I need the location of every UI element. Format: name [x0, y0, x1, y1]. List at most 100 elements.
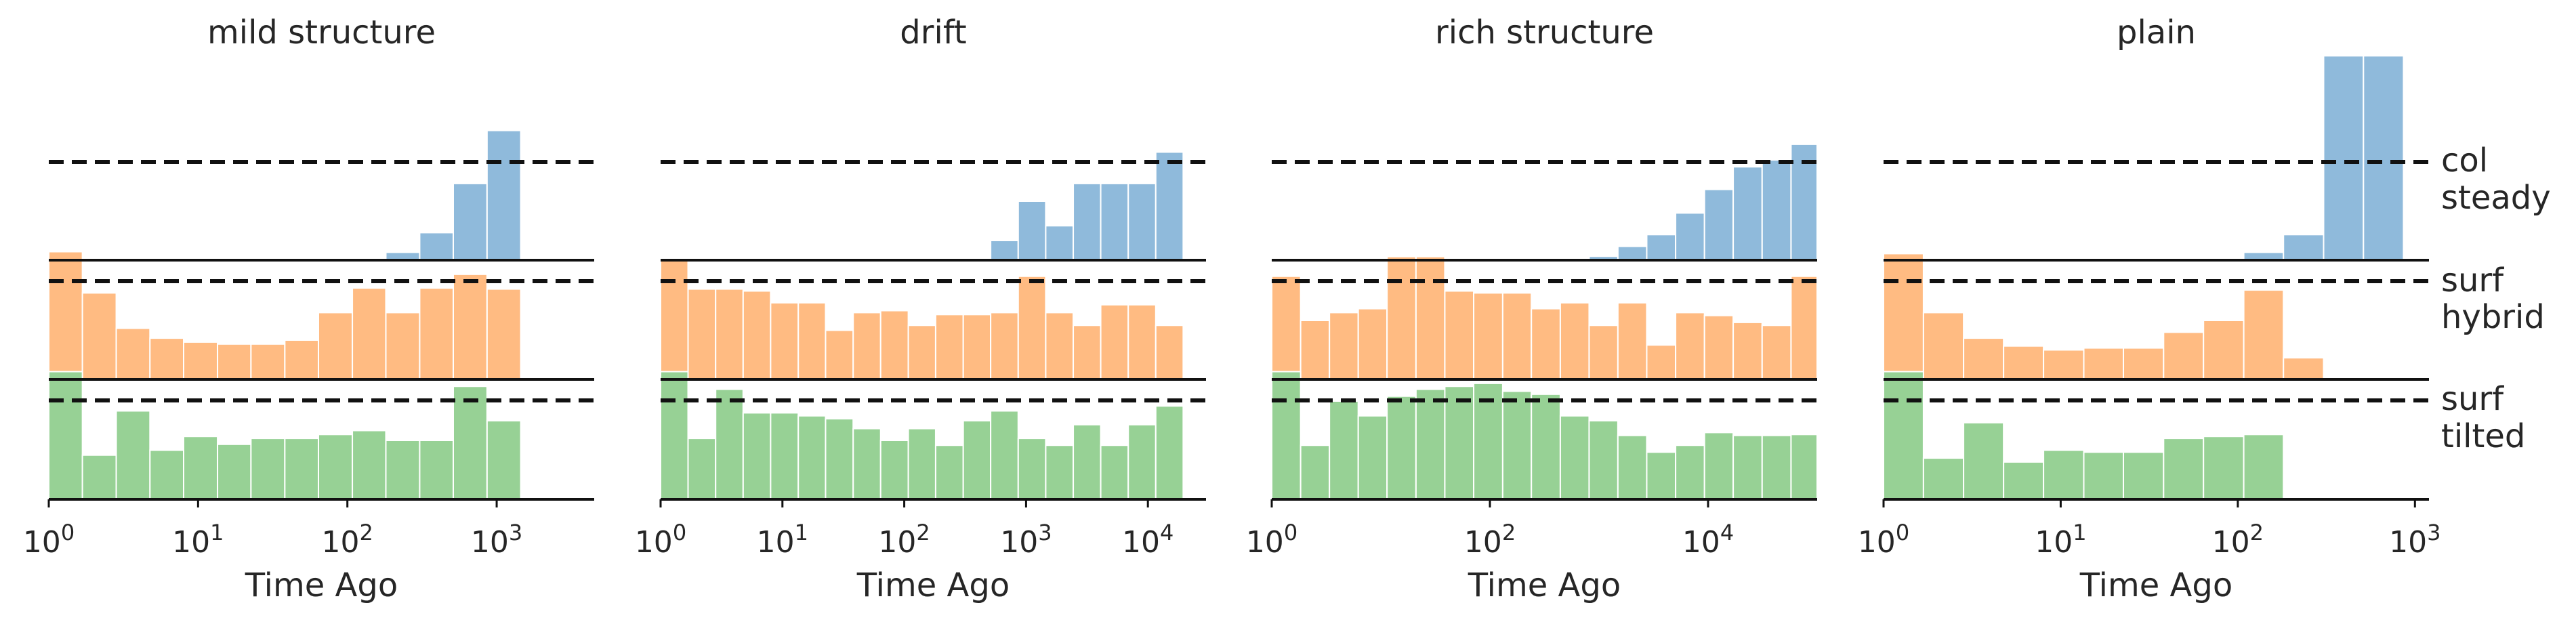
x-tick-label: 102 — [878, 520, 930, 560]
panel-title: drift — [900, 14, 966, 51]
bar — [1732, 434, 1763, 500]
bar — [115, 410, 151, 500]
bar — [1675, 312, 1705, 380]
series-steady — [962, 151, 1184, 262]
bar — [797, 301, 827, 380]
bar — [2243, 434, 2285, 500]
bar — [1415, 388, 1446, 500]
x-tick-label: 100 — [635, 520, 686, 560]
bar — [1883, 371, 1924, 500]
panel-4: plain 100 101 102 103 Time Ago — [1858, 14, 2441, 604]
bar — [962, 314, 992, 380]
bar — [81, 292, 117, 380]
bar — [1922, 312, 1965, 380]
bar — [934, 314, 964, 380]
bar — [962, 420, 992, 500]
bar — [1559, 415, 1590, 500]
panel-title: mild structure — [207, 14, 436, 51]
bar — [1646, 451, 1677, 501]
bar — [250, 343, 286, 380]
bar — [1501, 390, 1533, 500]
x-tick-label: 104 — [1122, 520, 1173, 560]
bar — [149, 337, 184, 381]
x-axis-label: Time Ago — [856, 566, 1010, 604]
bar — [1963, 421, 2005, 501]
bar — [352, 287, 387, 380]
series-steady — [2243, 55, 2405, 262]
bar — [1675, 444, 1705, 500]
x-tick-label: 103 — [2389, 520, 2440, 560]
bar — [742, 412, 772, 501]
bar — [825, 329, 854, 380]
bar — [1271, 371, 1302, 500]
series-hybrid — [1271, 255, 1818, 381]
x-tick-label: 100 — [23, 520, 75, 560]
bar — [852, 312, 881, 380]
bar — [1017, 275, 1047, 380]
bar — [1045, 312, 1075, 380]
bar — [2283, 234, 2325, 261]
bar — [990, 410, 1019, 500]
bar — [907, 325, 936, 380]
bar — [318, 434, 354, 500]
bar — [1127, 182, 1157, 261]
x-tick-label: 103 — [1000, 520, 1052, 560]
bar — [1588, 325, 1619, 380]
bar — [1100, 182, 1129, 261]
bar — [1675, 212, 1705, 261]
bar — [352, 430, 387, 500]
bar — [1073, 325, 1102, 380]
bar — [1761, 325, 1792, 380]
x-tick-label: 100 — [1246, 520, 1297, 560]
bar — [1300, 320, 1331, 380]
bar — [2043, 449, 2085, 500]
bar — [770, 301, 799, 380]
bar — [2003, 345, 2045, 381]
bar — [1703, 314, 1734, 380]
bar — [687, 288, 717, 380]
row-label-line1: col — [2441, 142, 2488, 180]
bar — [990, 240, 1019, 261]
bar — [1963, 337, 2005, 381]
bar — [2203, 320, 2245, 380]
bar — [1357, 415, 1388, 500]
bar — [1531, 308, 1561, 381]
series-steady — [385, 129, 522, 261]
bar — [486, 420, 522, 500]
bar — [48, 371, 83, 500]
panel-title: rich structure — [1435, 14, 1654, 51]
x-tick-label: 102 — [1464, 520, 1516, 560]
bar — [250, 438, 286, 500]
panels-group: mild structure 100 101 102 103 Time Ago drift 1… — [23, 14, 2441, 604]
bar — [1444, 290, 1475, 380]
bar — [742, 290, 772, 380]
bar — [1444, 386, 1475, 500]
x-axis-label: Time Ago — [2079, 566, 2232, 604]
bar — [1127, 423, 1157, 500]
bar — [1155, 325, 1184, 380]
bar — [284, 339, 319, 380]
bar — [1588, 420, 1619, 500]
bar — [1100, 304, 1129, 380]
panel-3: rich structure 100 102 104 Time Ago — [1246, 14, 1818, 604]
bar — [1617, 434, 1648, 500]
bar — [1732, 166, 1763, 261]
series-tilted — [660, 371, 1184, 501]
bar — [419, 287, 454, 380]
bar — [2003, 461, 2045, 501]
row-label-line2: hybrid — [2441, 298, 2545, 336]
bar — [715, 388, 744, 500]
bar — [419, 440, 454, 500]
bar — [2363, 55, 2405, 262]
bar — [2163, 438, 2205, 500]
row-label-line1: surf — [2441, 380, 2504, 418]
bar — [1732, 321, 1763, 380]
bar — [1386, 395, 1417, 500]
bar — [1501, 292, 1533, 380]
bar — [1073, 423, 1102, 500]
bar — [2083, 451, 2125, 501]
panel-title: plain — [2117, 14, 2196, 51]
